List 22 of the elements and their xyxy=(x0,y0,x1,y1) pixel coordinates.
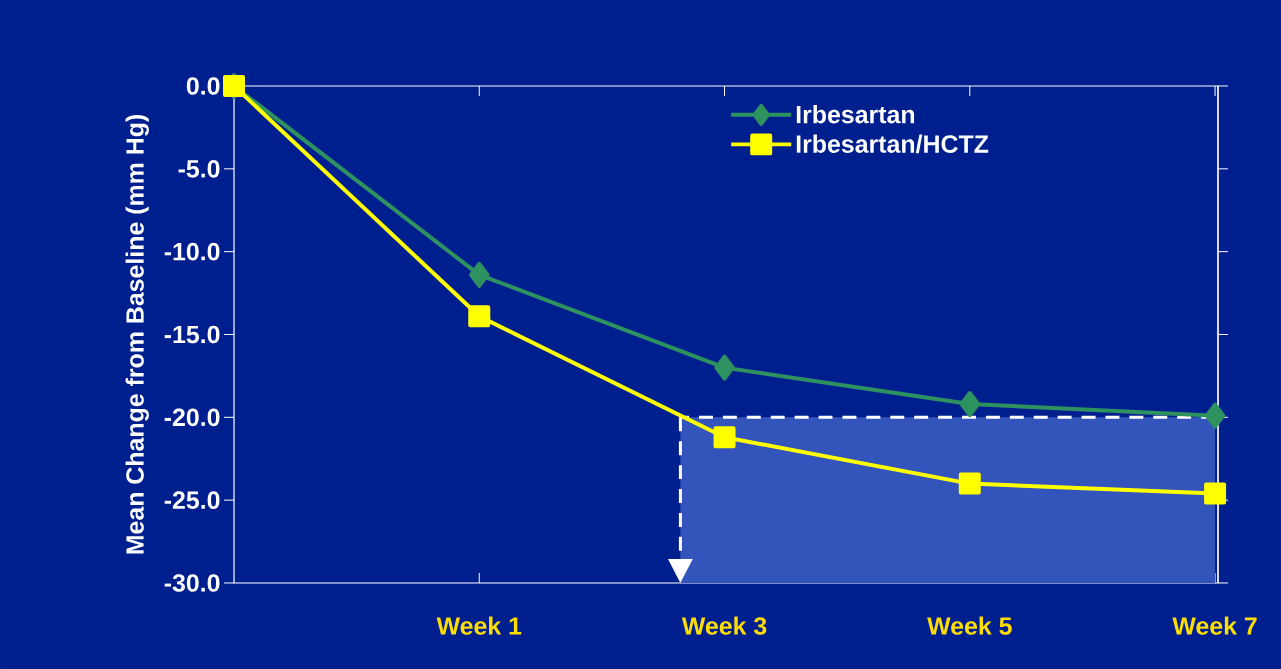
point xyxy=(959,391,981,418)
legend-label: Irbesartan xyxy=(796,105,915,124)
y-tick-label: -25.0 xyxy=(164,491,220,509)
y-tick-label: -30.0 xyxy=(164,574,220,592)
x-tick-label: Week 1 xyxy=(436,616,522,635)
point xyxy=(958,472,981,495)
x-tick-label: Week 5 xyxy=(927,616,1012,635)
x-tick-label: Week 7 xyxy=(1172,616,1257,635)
y-tick-label: -5.0 xyxy=(178,160,220,178)
x-tick-label: Week 3 xyxy=(681,616,767,635)
point xyxy=(1204,482,1227,505)
point xyxy=(713,426,736,449)
point xyxy=(1204,402,1226,429)
y-tick-label: -20.0 xyxy=(164,408,220,427)
y-tick-label: -15.0 xyxy=(164,325,220,344)
y-axis-title: Mean Change from Baseline (mm Hg) xyxy=(125,115,149,554)
point xyxy=(469,261,490,288)
legend-label: Irbesartan/HCTZ xyxy=(796,134,989,154)
point xyxy=(468,305,491,328)
y-tick-label: 0.0 xyxy=(186,77,220,95)
point xyxy=(714,354,735,381)
y-tick-label: -10.0 xyxy=(164,242,220,261)
